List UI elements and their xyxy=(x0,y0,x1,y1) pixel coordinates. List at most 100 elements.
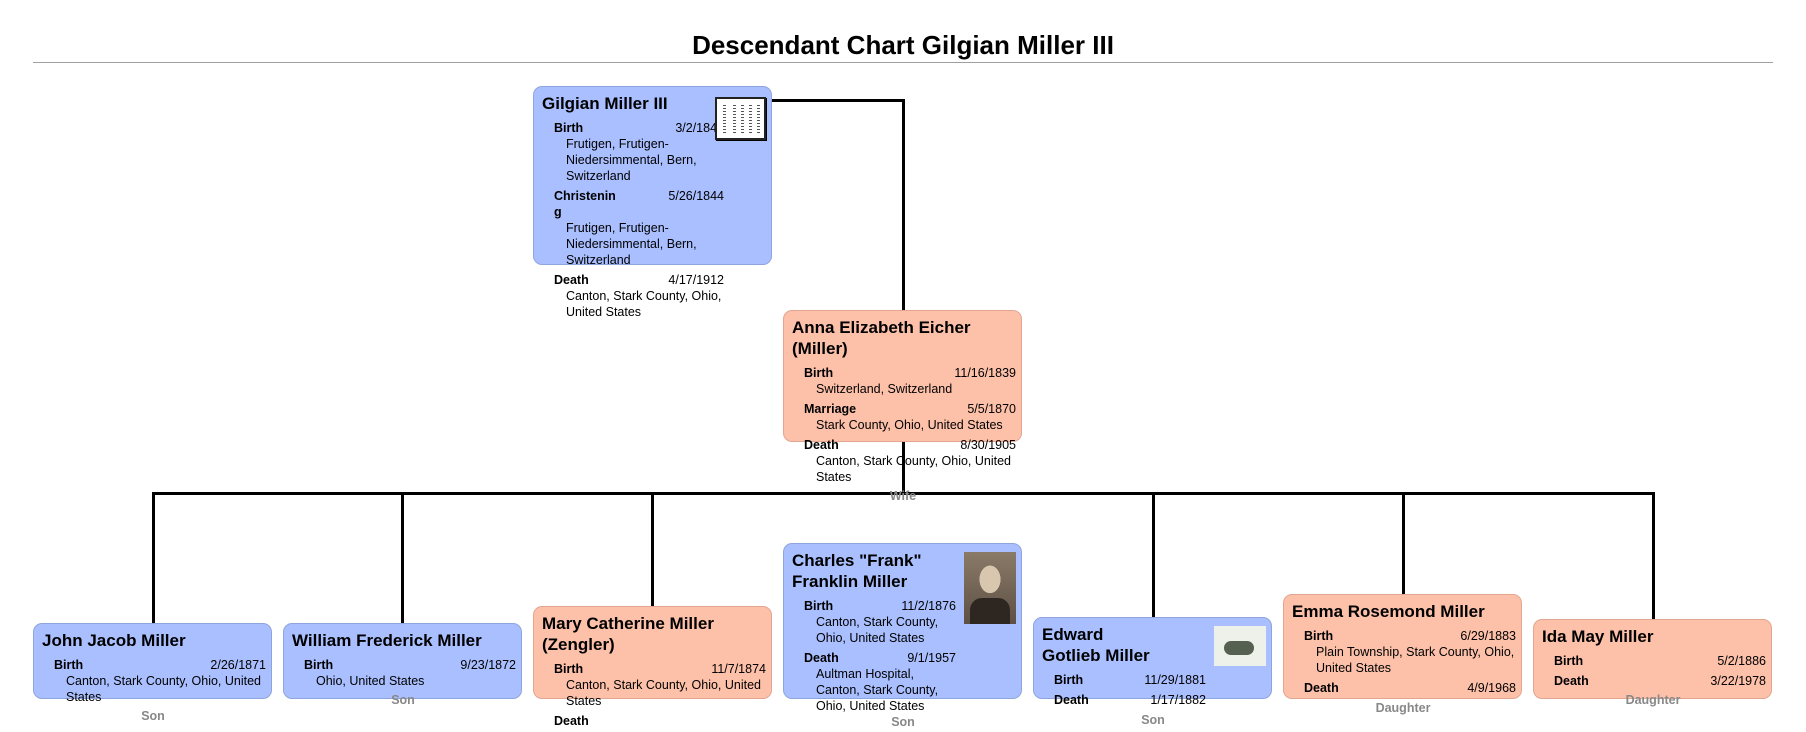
event-death: Death 3/22/1978 xyxy=(1554,673,1766,689)
event-death: Death 4/9/1968 xyxy=(1304,680,1516,696)
relation-label: Son xyxy=(391,693,415,707)
event-label: Birth xyxy=(54,658,84,672)
connector-line xyxy=(902,99,905,494)
event-place: Canton, Stark County, Ohio, United State… xyxy=(566,678,762,708)
event-place: Canton, Stark County, Ohio, United State… xyxy=(816,615,939,645)
connector-line xyxy=(772,99,905,102)
event-place: Switzerland, Switzerland xyxy=(816,382,953,396)
person-box-ida[interactable]: Ida May Miller Birth 5/2/1886 Death 3/22/197… xyxy=(1533,619,1772,699)
relation-label: Daughter xyxy=(1375,701,1431,715)
event-date: 11/7/1874 xyxy=(711,662,766,676)
event-place: Ohio, United States xyxy=(316,674,425,688)
event-date: 3/22/1978 xyxy=(1710,674,1766,688)
person-name: Mary Catherine Miller (Zengler) xyxy=(542,614,714,654)
relation-label: Son xyxy=(141,709,165,723)
event-date: 3/2/1844 xyxy=(675,121,724,135)
event-birth: Birth 2/26/1871 Canton, Stark County, Ohio… xyxy=(54,657,266,705)
event-death: Death 4/17/1912 Canton, Stark County, Ohio… xyxy=(554,272,724,320)
event-place: Canton, Stark County, Ohio, United State… xyxy=(816,454,1012,484)
event-birth: Birth 9/23/1872 Ohio, United States xyxy=(304,657,516,689)
title-divider xyxy=(33,62,1773,63)
person-box-william[interactable]: William Frederick Miller Birth 9/23/1872 Oh… xyxy=(283,623,522,699)
event-place: Stark County, Ohio, United States xyxy=(816,418,1003,432)
event-birth: Birth 11/16/1839 Switzerland, Switzerland xyxy=(804,365,1016,397)
event-label: Birth xyxy=(804,599,834,613)
person-name: Emma Rosemond Miller xyxy=(1292,602,1485,621)
event-label: Marriage xyxy=(804,402,857,416)
event-place: Frutigen, Frutigen-Niedersimmental, Bern… xyxy=(566,221,697,267)
relation-label: Son xyxy=(891,715,915,729)
event-birth: Birth 11/29/1881 xyxy=(1054,672,1206,688)
event-label: Death xyxy=(554,273,589,287)
person-name: Anna Elizabeth Eicher (Miller) xyxy=(792,318,971,358)
event-label: Christening xyxy=(554,189,616,219)
event-label: Birth xyxy=(1304,629,1334,643)
person-box-john[interactable]: John Jacob Miller Birth 2/26/1871 Canton, S… xyxy=(33,623,272,704)
event-death: Death xyxy=(554,713,766,729)
relation-label: Daughter xyxy=(1625,693,1681,707)
event-death: Death 9/1/1957 Aultman Hospital, Canton, S… xyxy=(804,650,956,714)
event-date: 11/2/1876 xyxy=(901,599,956,613)
person-name: Edward Gotlieb Miller xyxy=(1042,625,1150,665)
connector-line xyxy=(1652,492,1655,619)
event-birth: Birth 6/29/1883 Plain Township, Stark Coun… xyxy=(1304,628,1516,676)
event-christening: Christening 5/26/1844 Frutigen, Frutigen-N… xyxy=(554,188,724,268)
event-place: Canton, Stark County, Ohio, United State… xyxy=(66,674,262,704)
event-label: Death xyxy=(804,438,839,452)
event-label: Death xyxy=(1304,681,1339,695)
document-thumbnail-icon[interactable] xyxy=(715,97,766,140)
connector-line xyxy=(651,492,654,606)
plant-photo-icon[interactable] xyxy=(1214,626,1266,666)
event-date: 2/26/1871 xyxy=(210,658,266,672)
event-date: 5/26/1844 xyxy=(668,189,724,203)
event-label: Death xyxy=(554,714,589,728)
event-label: Death xyxy=(1554,674,1589,688)
person-name: Ida May Miller xyxy=(1542,627,1654,646)
connector-line xyxy=(401,492,404,623)
event-marriage: Marriage 5/5/1870 Stark County, Ohio, Unit… xyxy=(804,401,1016,433)
person-name: Charles "Frank" Franklin Miller xyxy=(792,551,922,591)
person-name: Gilgian Miller III xyxy=(542,94,668,113)
event-label: Death xyxy=(1054,693,1089,707)
person-box-edward[interactable]: Edward Gotlieb Miller Birth 11/29/1881 Deat… xyxy=(1033,617,1272,707)
relation-label: Son xyxy=(1141,713,1165,727)
event-death: Death 1/17/1882 xyxy=(1054,692,1206,708)
event-date: 1/17/1882 xyxy=(1150,693,1206,707)
event-label: Death xyxy=(804,651,839,665)
connector-line xyxy=(1402,492,1405,594)
event-date: 5/2/1886 xyxy=(1717,654,1766,668)
event-birth: Birth 5/2/1886 xyxy=(1554,653,1766,669)
relation-label: Wife xyxy=(889,489,917,503)
event-place: Aultman Hospital, Canton, Stark County, … xyxy=(816,667,939,713)
event-date: 9/23/1872 xyxy=(460,658,516,672)
event-place: Frutigen, Frutigen-Niedersimmental, Bern… xyxy=(566,137,697,183)
event-birth: Birth 11/7/1874 Canton, Stark County, Ohio… xyxy=(554,661,766,709)
event-date: 8/30/1905 xyxy=(960,438,1016,452)
event-label: Birth xyxy=(1554,654,1584,668)
event-birth: Birth 11/2/1876 Canton, Stark County, Ohio… xyxy=(804,598,956,646)
event-label: Birth xyxy=(804,366,834,380)
person-box-mary[interactable]: Mary Catherine Miller (Zengler) Birth 11/7… xyxy=(533,606,772,728)
person-box-charles[interactable]: Charles "Frank" Franklin Miller Birth 11/2… xyxy=(783,543,1022,713)
event-birth: Birth 3/2/1844 Frutigen, Frutigen-Niedersi… xyxy=(554,120,724,184)
event-date: 4/9/1968 xyxy=(1467,681,1516,695)
event-date: 4/17/1912 xyxy=(668,273,724,287)
event-date: 11/16/1839 xyxy=(954,366,1016,380)
event-date: 5/5/1870 xyxy=(967,402,1016,416)
event-label: Birth xyxy=(304,658,334,672)
connector-line xyxy=(152,492,155,623)
person-box-gilgian[interactable]: Gilgian Miller III Birth 3/2/1844 Frutigen,… xyxy=(533,86,772,319)
person-name: William Frederick Miller xyxy=(292,631,482,650)
person-name: John Jacob Miller xyxy=(42,631,186,650)
event-label: Birth xyxy=(554,121,584,135)
connector-line xyxy=(1152,492,1155,617)
person-box-emma[interactable]: Emma Rosemond Miller Birth 6/29/1883 Plain … xyxy=(1283,594,1522,699)
event-date: 6/29/1883 xyxy=(1460,629,1516,643)
event-date: 9/1/1957 xyxy=(907,651,956,665)
person-box-anna[interactable]: Anna Elizabeth Eicher (Miller) Birth 11/16… xyxy=(783,310,1022,484)
event-label: Birth xyxy=(1054,673,1084,687)
connector-line xyxy=(152,492,1655,495)
event-death: Death 8/30/1905 Canton, Stark County, Ohio… xyxy=(804,437,1016,485)
portrait-icon[interactable] xyxy=(964,552,1016,624)
